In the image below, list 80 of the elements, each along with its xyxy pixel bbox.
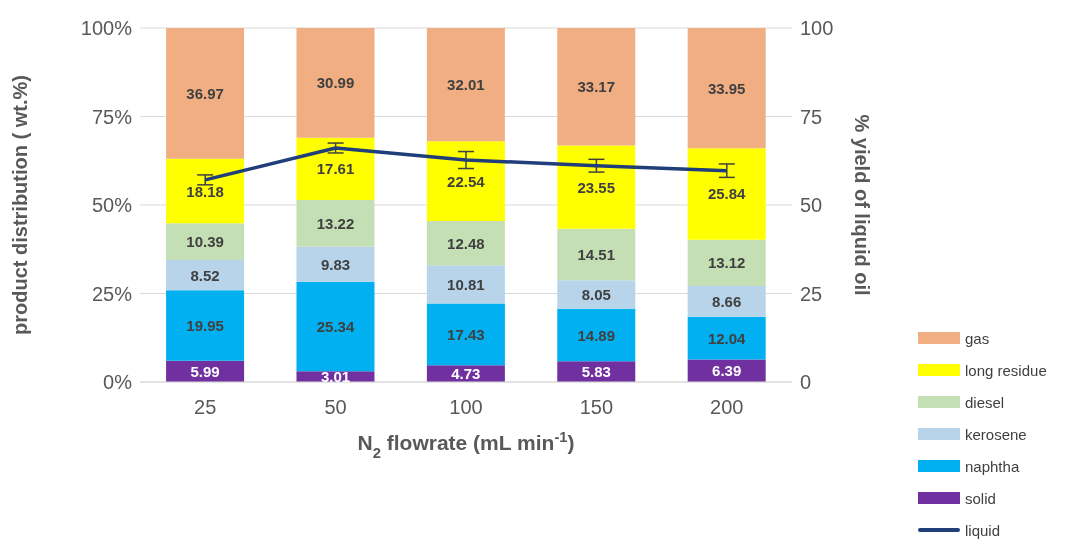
- bar: [426, 221, 505, 266]
- bar: [687, 148, 766, 240]
- data-label: 5.83: [581, 363, 611, 381]
- bar: [166, 28, 245, 159]
- legend-label: solid: [965, 489, 996, 507]
- bar: [687, 316, 766, 360]
- data-label: 6.39: [712, 362, 742, 380]
- x-tick-label: 100: [449, 396, 483, 419]
- legend-label: long residue: [965, 361, 1047, 379]
- data-label: 23.55: [577, 178, 616, 196]
- data-label: 22.54: [447, 172, 486, 190]
- data-label: 33.95: [707, 79, 746, 97]
- data-label: 33.17: [577, 78, 616, 96]
- data-label: 12.04: [707, 329, 747, 347]
- data-label: 3.01: [320, 368, 351, 386]
- bar: [166, 290, 245, 361]
- bar: [426, 303, 505, 366]
- bar: [557, 308, 636, 362]
- x-tick-label: 25: [194, 396, 217, 419]
- data-label: 32.01: [447, 76, 485, 94]
- bar: [557, 228, 636, 281]
- data-label: 36.97: [186, 84, 224, 102]
- data-label: 13.12: [707, 254, 746, 272]
- legend-label: kerosene: [965, 425, 1027, 443]
- data-label: 14.89: [577, 326, 616, 344]
- y2-tick-label: 25: [800, 282, 823, 305]
- y2-tick-label: 0: [800, 371, 812, 394]
- x-axis-title: N$_{2}$ flowrate (mL min$^{-1}$): [357, 429, 575, 461]
- y-tick-label: 75%: [91, 105, 133, 128]
- bar: [687, 286, 766, 317]
- data-label: 10.39: [186, 233, 224, 251]
- x-tick-label: 150: [579, 396, 614, 419]
- x-tick-label: 200: [710, 396, 744, 419]
- data-label: 5.99: [190, 362, 220, 380]
- data-label: 25.34: [316, 317, 355, 335]
- data-label: 14.51: [577, 245, 616, 263]
- bar: [166, 223, 245, 261]
- data-label: 13.22: [316, 214, 355, 232]
- legend-label: diesel: [965, 393, 1005, 411]
- bar: [426, 141, 505, 222]
- y2-tick-label: 100: [800, 17, 834, 40]
- legend-label: naphtha: [965, 457, 1020, 475]
- data-label: 30.99: [316, 74, 355, 92]
- bar: [296, 281, 375, 372]
- y2-axis-title: % yield of liquid oil: [850, 114, 873, 296]
- bar: [296, 28, 375, 138]
- data-label: 25.84: [707, 185, 747, 203]
- bar: [557, 28, 636, 146]
- legend-label: liquid: [965, 521, 1001, 539]
- bar: [687, 28, 766, 149]
- y2-tick-label: 75: [800, 105, 823, 128]
- data-label: 8.52: [190, 266, 220, 284]
- bar: [426, 265, 505, 304]
- bar: [296, 246, 375, 282]
- x-tick-label: 50: [324, 396, 347, 419]
- bar: [166, 158, 245, 224]
- bar: [557, 145, 636, 229]
- data-label: 10.81: [447, 275, 485, 293]
- bar: [426, 28, 505, 142]
- bar: [557, 280, 636, 309]
- y-tick-label: 100%: [80, 17, 133, 40]
- y2-tick-label: 50: [800, 194, 823, 217]
- data-label: 19.95: [186, 316, 224, 334]
- data-label: 17.43: [447, 325, 485, 343]
- y-tick-label: 25%: [91, 282, 133, 305]
- data-label: 9.83: [320, 255, 351, 273]
- data-label: 8.05: [581, 285, 611, 303]
- bar: [296, 137, 375, 201]
- bar: [296, 200, 375, 247]
- y-axis-title: product distribution ( wt.%): [9, 75, 32, 335]
- legend-label: gas: [965, 329, 990, 347]
- bar: [687, 239, 766, 287]
- data-label: 8.66: [712, 292, 742, 310]
- bar: [166, 260, 245, 291]
- data-label: 4.73: [451, 365, 481, 383]
- data-label: 18.18: [186, 182, 224, 200]
- data-label: 12.48: [447, 234, 485, 252]
- y-tick-label: 0%: [103, 371, 133, 394]
- data-label: 17.61: [316, 160, 355, 178]
- y-tick-label: 50%: [91, 194, 133, 217]
